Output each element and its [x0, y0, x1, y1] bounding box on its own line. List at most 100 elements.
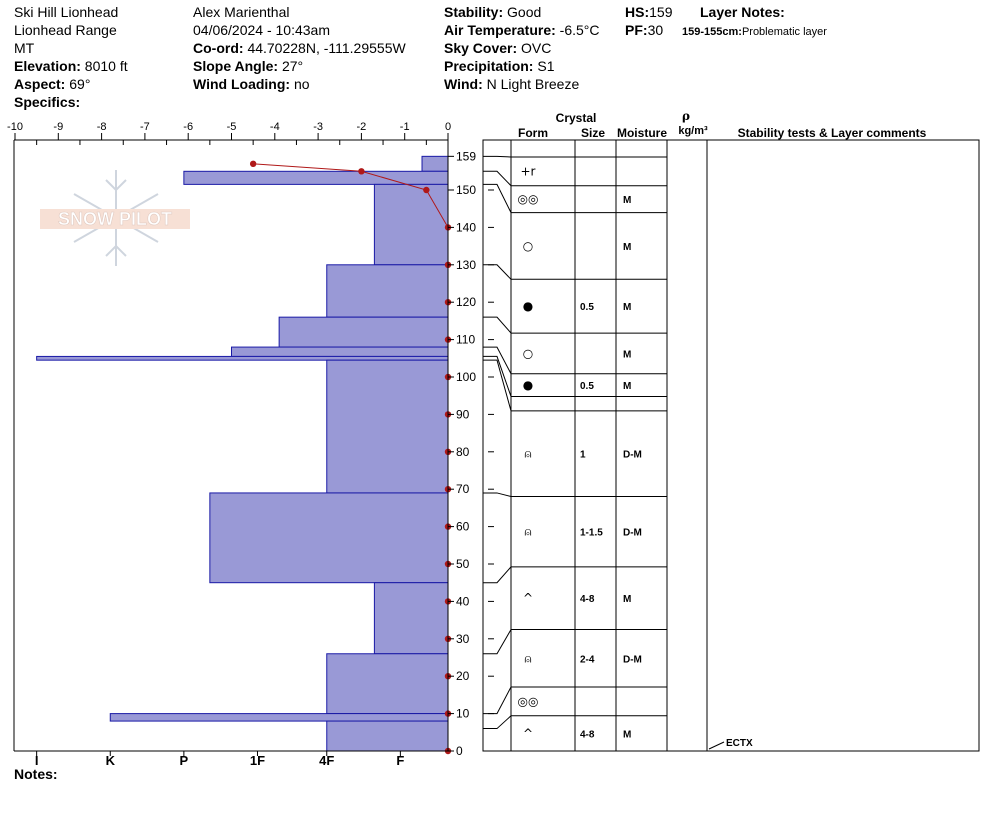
- height-tick-label: 10: [456, 707, 470, 721]
- temp-tick-label: -1: [400, 121, 410, 133]
- density-unit-header: kg/m³: [678, 125, 708, 137]
- profile-plot: [36, 155, 452, 755]
- temp-tick-label: 0: [445, 121, 451, 133]
- elevation-row: Elevation: 8010 ft: [14, 57, 128, 75]
- location-block: Ski Hill Lionhead Lionhead Range MT Elev…: [14, 3, 128, 111]
- layer-connector: [483, 346, 512, 374]
- sky-label: Sky Cover:: [444, 40, 518, 56]
- precip-row: Precipitation: S1: [444, 57, 600, 75]
- wind-loading-value: no: [293, 76, 310, 92]
- hardness-bar: [109, 713, 449, 722]
- layer-note-depth: 159-155cm:: [682, 26, 742, 38]
- hardness-bar: [183, 170, 449, 185]
- hardness-bar: [373, 183, 449, 266]
- layer-form: ◎◎: [518, 192, 539, 206]
- layer-connector: [483, 686, 512, 715]
- specifics-label: Specifics:: [14, 94, 81, 110]
- pf-row: PF:30: [625, 21, 672, 39]
- specifics-row: Specifics:: [14, 93, 128, 111]
- crystal-header: Crystal: [556, 111, 597, 125]
- layer-connector: [483, 316, 512, 334]
- wind-label: Wind:: [444, 76, 483, 92]
- height-tick-label: 20: [456, 669, 470, 683]
- layer-moisture: M: [623, 594, 631, 605]
- layer-moisture: D-M: [623, 528, 642, 539]
- hardness-axis: I K P 1F 4F F: [35, 751, 404, 768]
- temp-tick-label: -3: [313, 121, 323, 133]
- temperature-axis: -10 -9 -8 -7 -6 -5 -4 -3 -2 -1 0: [7, 121, 451, 145]
- layer-form: ^: [523, 591, 533, 605]
- hardness-bar: [326, 359, 449, 494]
- sky-value: OVC: [521, 40, 552, 56]
- layer-connector: [483, 355, 512, 397]
- hardness-tick-label: K: [106, 753, 116, 768]
- hs-label: HS:: [625, 4, 650, 20]
- observer-name: Alex Marienthal: [193, 4, 290, 20]
- wind-value: N Light Breeze: [486, 76, 580, 92]
- layer-connector: [483, 715, 512, 730]
- layer-form: ⍝: [524, 651, 531, 665]
- height-tick-label: 70: [456, 482, 470, 496]
- layer-connector: [483, 264, 512, 280]
- temp-tick-label: -6: [183, 121, 193, 133]
- height-tick-label: 0: [456, 744, 463, 758]
- wind-row: Wind: N Light Breeze: [444, 75, 600, 93]
- layer-connector: [483, 183, 512, 213]
- height-tick-label: 100: [456, 370, 476, 384]
- height-tick-label: 60: [456, 520, 470, 534]
- layer-size: 1: [580, 450, 586, 461]
- observer-block: Alex Marienthal 04/06/2024 - 10:43am Co-…: [193, 3, 406, 93]
- layer-size: 1-1.5: [580, 528, 603, 539]
- coord-row: Co-ord: 44.70228N, -111.29555W: [193, 39, 406, 57]
- hs-value: 159: [649, 4, 673, 20]
- layer-moisture: M: [623, 195, 631, 206]
- height-tick-label: 110: [456, 333, 475, 347]
- range-name: Lionhead Range: [14, 22, 117, 38]
- layer-size: 0.5: [580, 302, 594, 313]
- layer-note-text: Problematic layer: [741, 26, 827, 38]
- slope-value: 27°: [281, 58, 304, 74]
- pf-label: PF:: [625, 22, 648, 38]
- stability-test-label: ECTX: [726, 738, 753, 749]
- location-name: Ski Hill Lionhead: [14, 4, 119, 20]
- hardness-bar: [36, 355, 449, 361]
- layer-table-frame: [482, 139, 980, 752]
- stability-label: Stability:: [444, 4, 504, 20]
- hardness-tick-label: 4F: [319, 753, 334, 768]
- air-temp-label: Air Temperature:: [444, 22, 556, 38]
- sky-row: Sky Cover: OVC: [444, 39, 600, 57]
- layer-connector: [483, 155, 512, 158]
- hs-row: HS:159: [625, 3, 672, 21]
- height-tick-label: 120: [456, 295, 476, 309]
- temp-tick-label: -9: [53, 121, 63, 133]
- height-tick-label: 150: [456, 183, 476, 197]
- hardness-bar: [373, 582, 449, 655]
- stability-row: Stability: Good: [444, 3, 600, 21]
- layer-form: ○: [523, 346, 533, 360]
- temp-tick-label: -7: [140, 121, 150, 133]
- layer-form: ○: [523, 239, 533, 253]
- hardness-tick-label: 1F: [250, 753, 265, 768]
- hardness-bar: [231, 346, 449, 357]
- height-tick-label: 30: [456, 632, 470, 646]
- hs-pf-block: HS:159 PF:30: [625, 3, 672, 39]
- moisture-header: Moisture: [617, 126, 667, 140]
- layer-notes-label: Layer Notes:: [700, 4, 785, 20]
- layer-form: ●: [523, 299, 533, 313]
- hardness-bar: [278, 316, 449, 348]
- size-header: Size: [581, 126, 605, 140]
- layer-size: 4-8: [580, 594, 595, 605]
- hardness-bar: [209, 492, 449, 584]
- stability-value: Good: [507, 4, 542, 20]
- air-temp-row: Air Temperature: -6.5°C: [444, 21, 600, 39]
- elevation-value: 8010 ft: [84, 58, 128, 74]
- layer-moisture: M: [623, 729, 631, 740]
- layer-form: ◎◎: [518, 694, 539, 708]
- elevation-label: Elevation:: [14, 58, 81, 74]
- slope-row: Slope Angle: 27°: [193, 57, 406, 75]
- form-header: Form: [518, 126, 548, 140]
- layer-moisture: M: [623, 349, 631, 360]
- slope-label: Slope Angle:: [193, 58, 279, 74]
- layer-note: 159-155cm:Problematic layer: [682, 23, 827, 41]
- conditions-block: Stability: Good Air Temperature: -6.5°C …: [444, 3, 600, 93]
